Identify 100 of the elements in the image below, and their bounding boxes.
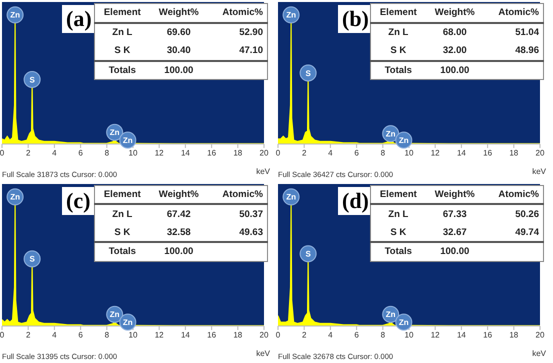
annotation: Zn xyxy=(10,192,20,202)
annotation: Zn xyxy=(286,10,296,20)
annotation: Element xyxy=(378,188,418,202)
x-tick-label: 18 xyxy=(233,330,243,340)
x-tick-label: 10 xyxy=(128,330,138,340)
x-tick-label: 0 xyxy=(0,330,5,340)
x-tick-label: 8 xyxy=(104,330,110,340)
annotation: 47.10 xyxy=(238,44,264,58)
x-tick-label: 2 xyxy=(302,148,307,158)
annotation: 32.67 xyxy=(442,226,468,240)
annotation: Zn xyxy=(110,310,120,319)
x-tick-label: 14 xyxy=(456,330,466,340)
x-tick-label: 4 xyxy=(328,148,334,158)
annotation: Totals xyxy=(108,64,137,78)
annotation: 69.60 xyxy=(166,26,192,40)
x-tick-label: 10 xyxy=(404,148,414,158)
x-tick-label: 16 xyxy=(483,330,493,340)
annotation: S K xyxy=(389,44,408,58)
x-tick-label: 2 xyxy=(302,330,307,340)
annotation: 52.90 xyxy=(238,26,264,40)
x-tick-label: 12 xyxy=(430,330,440,340)
x-tick-label: 18 xyxy=(509,148,519,158)
annotation: Totals xyxy=(108,245,137,260)
annotation: Zn L xyxy=(111,26,134,40)
x-tick-label: 16 xyxy=(483,148,493,158)
x-tick-label: 6 xyxy=(354,330,360,340)
annotation: Zn xyxy=(398,317,409,326)
annotation: 68.00 xyxy=(442,26,468,40)
x-tick-label: 10 xyxy=(128,148,138,158)
annotation: 67.42 xyxy=(166,208,192,222)
annotation: Zn L xyxy=(387,208,410,222)
x-tick-label: 20 xyxy=(536,330,545,340)
annotation: 50.37 xyxy=(238,208,264,222)
annotation: 67.33 xyxy=(442,208,468,222)
x-tick-label: 6 xyxy=(78,148,84,158)
annotation: 48.96 xyxy=(514,44,540,58)
x-axis-title: keV xyxy=(256,348,271,358)
x-tick-label: 12 xyxy=(430,148,440,158)
annotation: Element xyxy=(378,6,418,20)
annotation: Weight% xyxy=(434,188,476,202)
annotation: Element xyxy=(102,188,142,202)
chart-title: (c) xyxy=(62,186,94,214)
annotation: Zn L xyxy=(111,208,134,222)
annotation: Weight% xyxy=(434,6,476,20)
x-tick-label: 6 xyxy=(78,330,84,340)
annotation: Atomic% xyxy=(497,6,540,20)
x-tick-label: 14 xyxy=(180,148,190,158)
x-tick-label: 20 xyxy=(536,148,545,158)
x-tick-label: 0 xyxy=(276,330,281,340)
annotation: S xyxy=(305,68,312,78)
annotation: Zn L xyxy=(387,26,410,40)
annotation: Element xyxy=(102,6,142,20)
annotation: 100.00 xyxy=(439,64,470,78)
x-tick-label: 4 xyxy=(52,148,58,158)
annotation: 100.00 xyxy=(163,64,194,78)
x-tick-label: 8 xyxy=(104,148,110,158)
annotation: 32.58 xyxy=(166,226,192,240)
annotation: Totals xyxy=(384,245,413,260)
annotation: Zn xyxy=(386,130,396,139)
x-tick-label: 14 xyxy=(180,330,190,340)
annotation: Atomic% xyxy=(221,188,264,202)
annotation: 30.40 xyxy=(166,44,192,58)
x-tick-label: 8 xyxy=(380,330,386,340)
x-tick-label: 18 xyxy=(233,148,243,158)
x-tick-label: 10 xyxy=(404,330,414,340)
annotation: S K xyxy=(113,44,132,58)
chart-title: (a) xyxy=(62,5,96,33)
x-tick-label: 8 xyxy=(380,148,386,158)
x-tick-label: 20 xyxy=(260,330,269,340)
annotation: Zn xyxy=(398,136,409,145)
x-tick-label: 16 xyxy=(207,148,217,158)
annotation: 49.74 xyxy=(514,226,540,240)
annotation: 100.00 xyxy=(163,245,194,260)
chart-title: (b) xyxy=(338,5,373,33)
annotation: 32.00 xyxy=(442,44,468,58)
annotation: Weight% xyxy=(158,188,200,202)
annotation: Zn xyxy=(10,10,20,20)
x-axis-title: keV xyxy=(532,167,547,176)
annotation: Weight% xyxy=(158,6,200,20)
annotation: 51.04 xyxy=(514,26,540,40)
annotation: Zn xyxy=(286,192,296,202)
x-axis-title: keV xyxy=(532,348,547,358)
annotation: Atomic% xyxy=(221,6,264,20)
annotation: Atomic% xyxy=(497,188,540,202)
annotation: 50.26 xyxy=(514,208,540,222)
annotation: S K xyxy=(389,226,408,240)
annotation: Totals xyxy=(384,64,413,78)
x-tick-label: 12 xyxy=(154,148,164,158)
annotation: Zn xyxy=(122,317,133,326)
x-tick-label: 0 xyxy=(0,148,5,158)
x-tick-label: 18 xyxy=(509,330,519,340)
annotation: S xyxy=(305,249,312,258)
annotation: Zn xyxy=(386,310,396,319)
annotation: S xyxy=(29,75,36,84)
x-tick-label: 14 xyxy=(456,148,466,158)
x-tick-label: 2 xyxy=(26,330,31,340)
x-tick-label: 0 xyxy=(276,148,281,158)
annotation: 100.00 xyxy=(439,245,470,260)
x-axis-title: keV xyxy=(256,167,271,176)
x-tick-label: 20 xyxy=(260,148,269,158)
